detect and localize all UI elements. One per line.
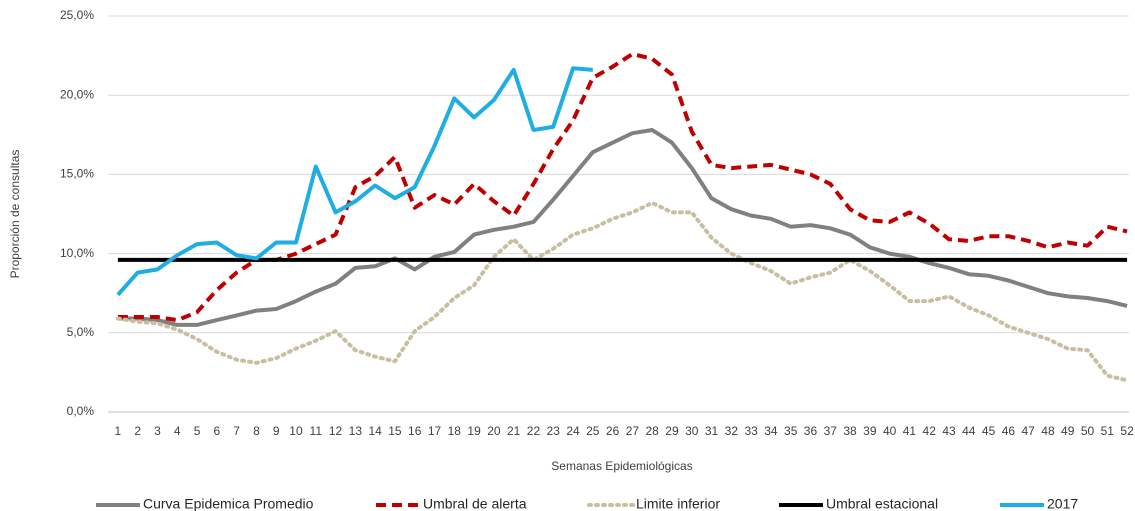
x-tick-label: 3 [154,424,161,438]
x-tick-label: 52 [1120,424,1134,438]
x-tick-label: 2 [134,424,141,438]
x-tick-label: 43 [942,424,956,438]
x-tick-label: 42 [923,424,937,438]
legend-label: 2017 [1047,496,1078,511]
x-tick-label: 24 [566,424,580,438]
y-axis-title: Proporción de consultas [8,150,22,279]
legend-label: Umbral estacional [826,496,938,511]
x-tick-label: 5 [194,424,201,438]
x-tick-label: 31 [705,424,719,438]
x-tick-label: 14 [368,424,382,438]
x-tick-label: 32 [725,424,739,438]
x-tick-label: 51 [1101,424,1115,438]
y-tick-label: 10,0% [60,246,94,260]
y-tick-label: 20,0% [60,87,94,101]
x-tick-label: 1 [115,424,122,438]
x-tick-label: 21 [507,424,521,438]
x-tick-label: 23 [547,424,561,438]
x-tick-label: 11 [310,424,323,438]
x-tick-label: 22 [527,424,541,438]
x-tick-label: 26 [606,424,620,438]
y-tick-label: 25,0% [60,8,94,22]
legend-label: Limite inferior [636,496,720,511]
x-axis-title: Semanas Epidemiológicas [551,459,692,473]
y-tick-label: 15,0% [60,167,94,181]
x-tick-label: 7 [233,424,240,438]
y-tick-label: 5,0% [67,325,95,339]
x-tick-label: 9 [273,424,280,438]
x-tick-label: 46 [1002,424,1016,438]
x-tick-label: 8 [253,424,260,438]
x-tick-label: 47 [1021,424,1035,438]
x-tick-label: 20 [487,424,501,438]
x-tick-label: 50 [1081,424,1095,438]
series-line [117,52,1128,323]
legend-label: Curva Epidemica Promedio [143,496,314,511]
x-tick-label: 33 [744,424,758,438]
x-tick-label: 37 [824,424,838,438]
x-tick-label: 6 [213,424,220,438]
series-line [116,66,593,297]
x-tick-label: 36 [804,424,818,438]
x-tick-label: 29 [665,424,679,438]
x-tick-label: 17 [428,424,442,438]
x-tick-label: 10 [289,424,303,438]
x-tick-label: 27 [626,424,640,438]
x-tick-label: 49 [1061,424,1075,438]
x-tick-label: 12 [329,424,343,438]
x-tick-label: 15 [388,424,402,438]
x-tick-label: 44 [962,424,976,438]
x-tick-label: 13 [349,424,363,438]
x-tick-label: 34 [764,424,778,438]
x-tick-label: 4 [174,424,181,438]
x-tick-label: 35 [784,424,798,438]
x-tick-label: 16 [408,424,422,438]
x-tick-label: 48 [1041,424,1055,438]
x-tick-label: 19 [467,424,481,438]
x-tick-label: 45 [982,424,996,438]
series-line [117,128,1128,327]
x-tick-label: 28 [646,424,660,438]
legend-label: Umbral de alerta [423,496,527,511]
x-tick-label: 30 [685,424,699,438]
x-tick-label: 41 [903,424,917,438]
y-tick-label: 0,0% [67,404,95,418]
x-tick-label: 39 [863,424,877,438]
series-line [115,200,1130,383]
x-tick-label: 25 [586,424,600,438]
x-tick-label: 38 [843,424,857,438]
x-tick-label: 40 [883,424,897,438]
x-tick-label: 18 [448,424,462,438]
